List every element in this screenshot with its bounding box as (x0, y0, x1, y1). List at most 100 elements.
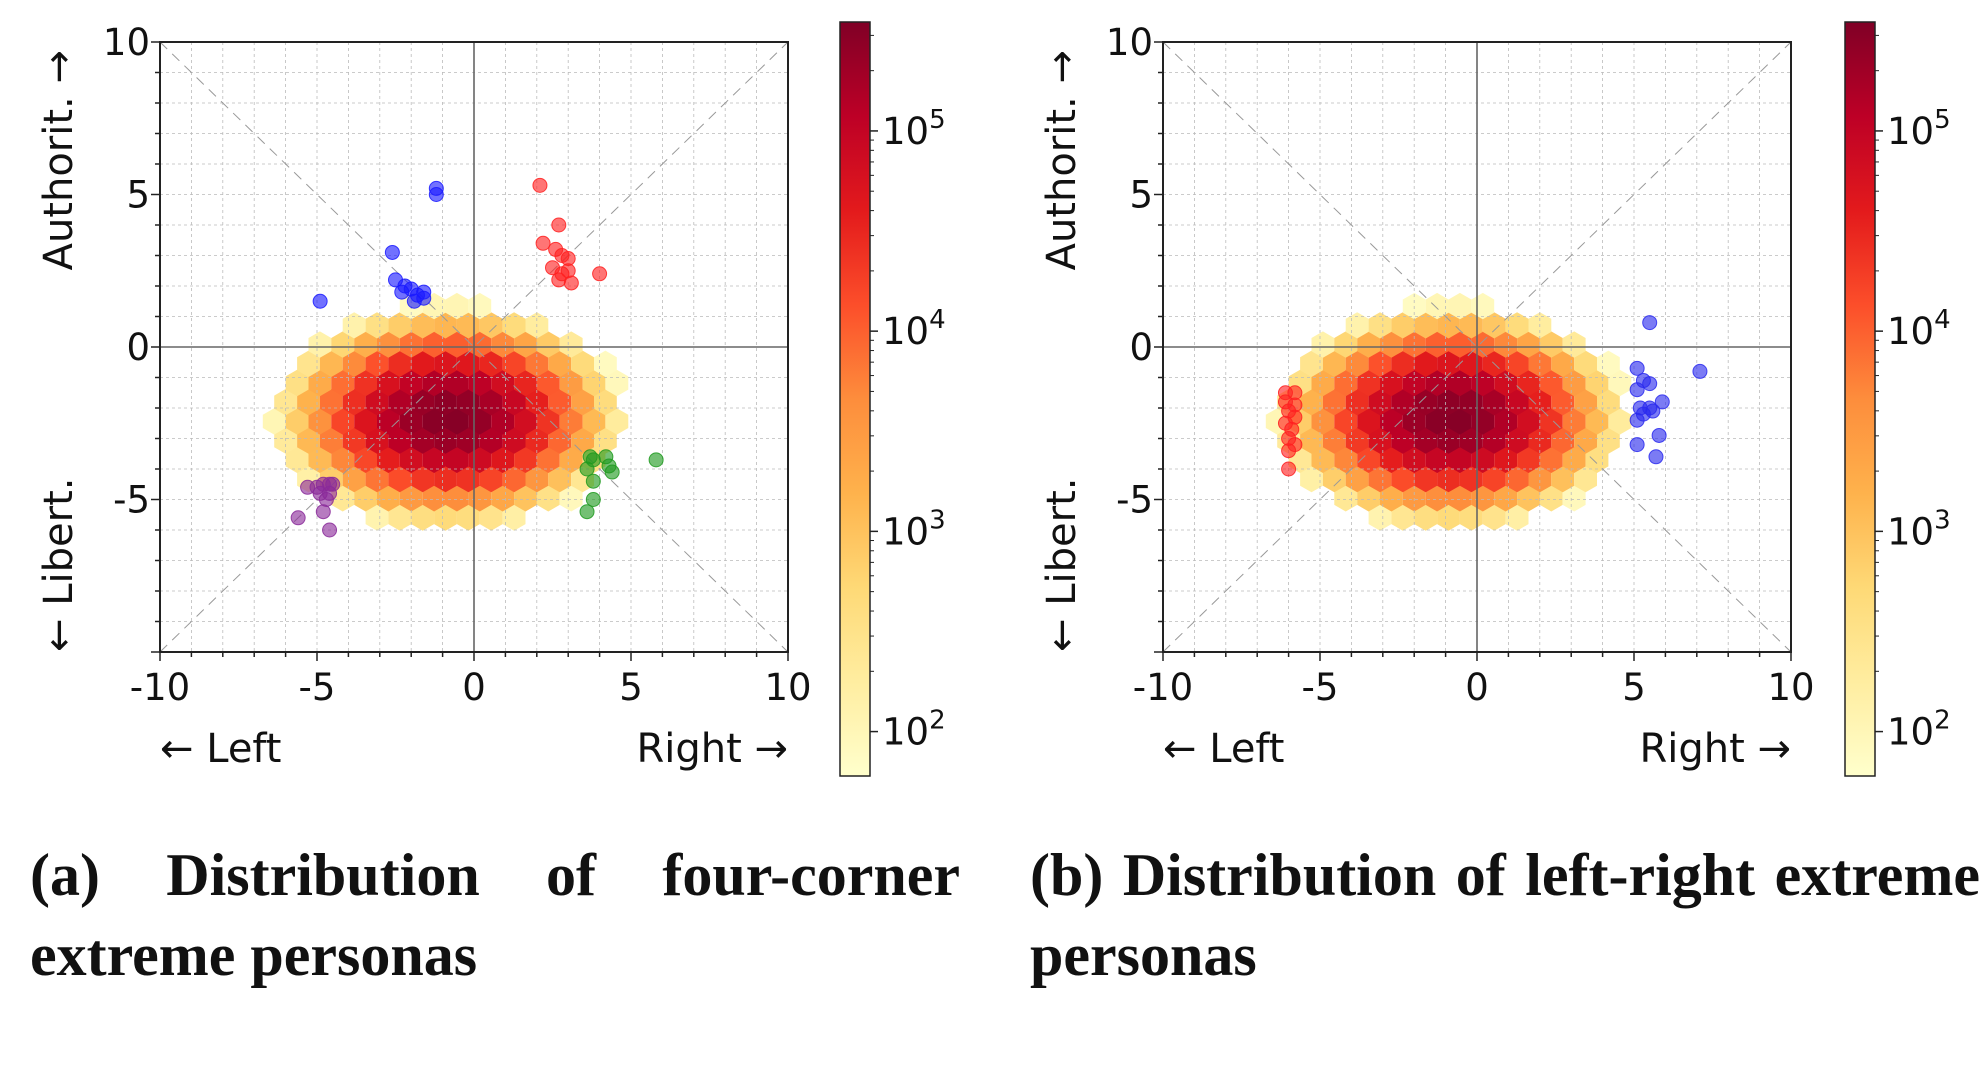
x-axis-left-label: ← Left (1163, 726, 1284, 772)
hex-bin (377, 446, 400, 473)
persona-point (532, 177, 548, 193)
hex-bin (1357, 369, 1380, 397)
hex-bin (1539, 446, 1563, 473)
persona-point (1648, 449, 1664, 465)
y-axis-bottom-label: ← Libert. (1039, 478, 1085, 652)
hex-bin (1368, 312, 1392, 339)
persona-point (1629, 360, 1645, 376)
hex-bin (1551, 465, 1575, 493)
hex-bin (422, 408, 446, 435)
hex-bin (1380, 369, 1403, 397)
hex-bin (1505, 504, 1529, 531)
x-tick-label: -10 (130, 666, 190, 709)
hex-bin (1562, 408, 1586, 435)
hex-bin (1391, 427, 1415, 454)
hex-bin (377, 369, 400, 397)
hex-bin (1608, 369, 1632, 397)
hex-bin (479, 312, 503, 339)
hex-bin (308, 369, 332, 397)
hex-bin (1357, 485, 1380, 512)
colorbar-tick-label: 103 (1887, 505, 1951, 553)
hex-bin (1368, 465, 1392, 493)
hex-bin (445, 331, 469, 358)
hex-bin (1300, 389, 1323, 416)
hex-bin (479, 504, 503, 531)
x-axis-right-label: Right → (636, 726, 788, 772)
persona-point (1629, 412, 1645, 428)
hex-bin (559, 446, 583, 473)
hex-bin (434, 312, 457, 339)
hex-bin (1391, 504, 1415, 531)
hex-bin (536, 485, 560, 512)
axis-ticks: -10 -5 0 5 10 10 5 0 -5 (1106, 21, 1815, 709)
persona-point (1642, 315, 1658, 331)
hex-bin (1322, 389, 1346, 416)
hex-bin (1505, 312, 1529, 339)
persona-points (290, 177, 664, 538)
hex-bin (1517, 331, 1540, 358)
hex-bin (1357, 446, 1380, 473)
colorbar-tick-label: 105 (1887, 105, 1951, 153)
colorbar: 105 104 103 102 (839, 21, 946, 777)
hex-bin (388, 427, 412, 454)
hex-bin (445, 369, 469, 397)
hex-bin (377, 408, 400, 435)
grid (1162, 41, 1792, 653)
y-tick-label: 10 (103, 21, 150, 64)
hex-bin (411, 389, 435, 416)
persona-point (1692, 363, 1708, 379)
caption-b: (b) Distribution of left-right extreme p… (1030, 842, 1980, 988)
hex-bin (536, 331, 560, 358)
y-axis-top-label: Authorit. → (1039, 50, 1085, 270)
hex-bin (365, 504, 389, 531)
hex-bin (1539, 331, 1563, 358)
hex-bin (559, 331, 583, 358)
hex-bin (1574, 350, 1597, 377)
persona-point (1651, 427, 1667, 443)
hex-bin (1322, 465, 1346, 493)
colorbar-gradient (1844, 21, 1876, 777)
persona-point (592, 266, 608, 282)
persona-point (648, 452, 664, 468)
hex-bin (1391, 312, 1415, 339)
hex-bin (422, 331, 446, 358)
hex-bin (1414, 465, 1438, 493)
hex-bin (1539, 408, 1563, 435)
hex-bin (285, 408, 309, 435)
hex-bin (377, 485, 400, 512)
hex-bin (1311, 369, 1335, 397)
persona-point (535, 235, 551, 251)
hex-bin (1368, 504, 1392, 531)
hex-bin (559, 408, 583, 435)
hex-bin (594, 350, 617, 377)
hex-bin (1380, 485, 1403, 512)
hex-bin (491, 446, 515, 473)
hex-bin (411, 465, 435, 493)
caption-a: (a) Distribution of four-corner extreme … (30, 842, 960, 988)
y-tick-label: 0 (1129, 326, 1153, 369)
hex-bin (1380, 331, 1403, 358)
hex-bin (1517, 446, 1540, 473)
hex-bin (1368, 350, 1392, 377)
hex-bin (582, 369, 606, 397)
hex-bin (445, 446, 469, 473)
hex-bin (1448, 408, 1472, 435)
hex-bin (308, 331, 332, 358)
diagonal-line (159, 41, 789, 653)
hex-bin (571, 389, 594, 416)
hex-bin (1357, 331, 1380, 358)
hex-bin (491, 369, 515, 397)
hex-bin (1448, 369, 1472, 397)
persona-point (585, 473, 601, 489)
hex-bin (479, 427, 503, 454)
diagonal-line (1162, 41, 1792, 653)
hex-bin (514, 408, 537, 435)
hex-bin (434, 465, 457, 493)
hex-bin (354, 331, 377, 358)
y-tick-label: 5 (126, 174, 150, 217)
hex-bin (1402, 369, 1426, 397)
persona-point (1654, 394, 1670, 410)
hex-bin (1357, 408, 1380, 435)
hex-bin (491, 331, 515, 358)
hex-bin (1368, 389, 1392, 416)
